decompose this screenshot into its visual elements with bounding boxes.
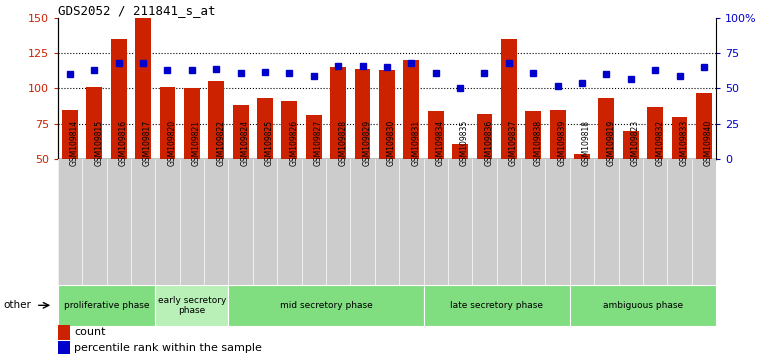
Text: GSM109837: GSM109837 — [509, 119, 518, 166]
Text: proliferative phase: proliferative phase — [64, 301, 149, 310]
Text: GSM109831: GSM109831 — [411, 120, 420, 166]
Text: GSM109823: GSM109823 — [631, 120, 640, 166]
Bar — [306, 115, 322, 159]
Bar — [598, 98, 614, 159]
Bar — [330, 67, 346, 159]
Bar — [550, 110, 565, 159]
Bar — [501, 39, 517, 159]
Text: GSM109830: GSM109830 — [387, 119, 396, 166]
Bar — [623, 131, 638, 159]
Text: other: other — [3, 300, 31, 310]
Text: percentile rank within the sample: percentile rank within the sample — [74, 343, 262, 353]
Bar — [282, 101, 297, 159]
Text: GSM109829: GSM109829 — [363, 120, 372, 166]
Text: late secretory phase: late secretory phase — [450, 301, 543, 310]
Text: mid secretory phase: mid secretory phase — [280, 301, 373, 310]
Text: GSM109833: GSM109833 — [680, 119, 688, 166]
Bar — [156, 285, 229, 326]
Text: GSM109820: GSM109820 — [168, 120, 176, 166]
Bar — [648, 107, 663, 159]
Bar — [209, 81, 224, 159]
Text: GSM109818: GSM109818 — [582, 120, 591, 166]
Text: GSM109827: GSM109827 — [314, 120, 323, 166]
Text: GSM109815: GSM109815 — [94, 120, 103, 166]
Bar — [403, 60, 419, 159]
Bar — [184, 88, 199, 159]
Text: GSM109835: GSM109835 — [460, 119, 469, 166]
Text: GSM109832: GSM109832 — [655, 120, 665, 166]
Text: ambiguous phase: ambiguous phase — [603, 301, 683, 310]
Text: GDS2052 / 211841_s_at: GDS2052 / 211841_s_at — [58, 4, 216, 17]
Text: GSM109821: GSM109821 — [192, 120, 201, 166]
Text: GSM109825: GSM109825 — [265, 120, 274, 166]
Text: GSM109824: GSM109824 — [240, 120, 249, 166]
Bar — [58, 341, 69, 354]
Bar — [159, 87, 176, 159]
Bar — [355, 69, 370, 159]
Bar — [574, 154, 590, 159]
Bar — [452, 144, 468, 159]
Bar — [570, 285, 716, 326]
Bar — [671, 117, 688, 159]
Bar — [62, 110, 78, 159]
Text: GSM109826: GSM109826 — [290, 120, 299, 166]
Bar — [379, 70, 395, 159]
Bar — [58, 285, 156, 326]
Text: GSM109838: GSM109838 — [533, 120, 542, 166]
Text: GSM109839: GSM109839 — [557, 119, 567, 166]
Text: early secretory
phase: early secretory phase — [158, 296, 226, 315]
Bar — [477, 114, 492, 159]
Bar — [111, 39, 126, 159]
Bar — [424, 285, 570, 326]
Bar — [257, 98, 273, 159]
Bar — [233, 105, 249, 159]
Text: count: count — [74, 327, 105, 337]
Text: GSM109819: GSM109819 — [607, 120, 615, 166]
Text: GSM109814: GSM109814 — [70, 120, 79, 166]
Text: GSM109822: GSM109822 — [216, 120, 226, 166]
Text: GSM109834: GSM109834 — [436, 119, 445, 166]
Bar — [86, 87, 102, 159]
Text: GSM109836: GSM109836 — [484, 119, 494, 166]
Bar — [696, 93, 711, 159]
Bar — [525, 111, 541, 159]
Text: GSM109828: GSM109828 — [338, 120, 347, 166]
Text: GSM109840: GSM109840 — [704, 119, 713, 166]
Bar — [136, 18, 151, 159]
Bar — [428, 111, 444, 159]
Text: GSM109817: GSM109817 — [143, 120, 152, 166]
Bar — [58, 325, 69, 340]
Bar — [229, 285, 424, 326]
Text: GSM109816: GSM109816 — [119, 120, 128, 166]
